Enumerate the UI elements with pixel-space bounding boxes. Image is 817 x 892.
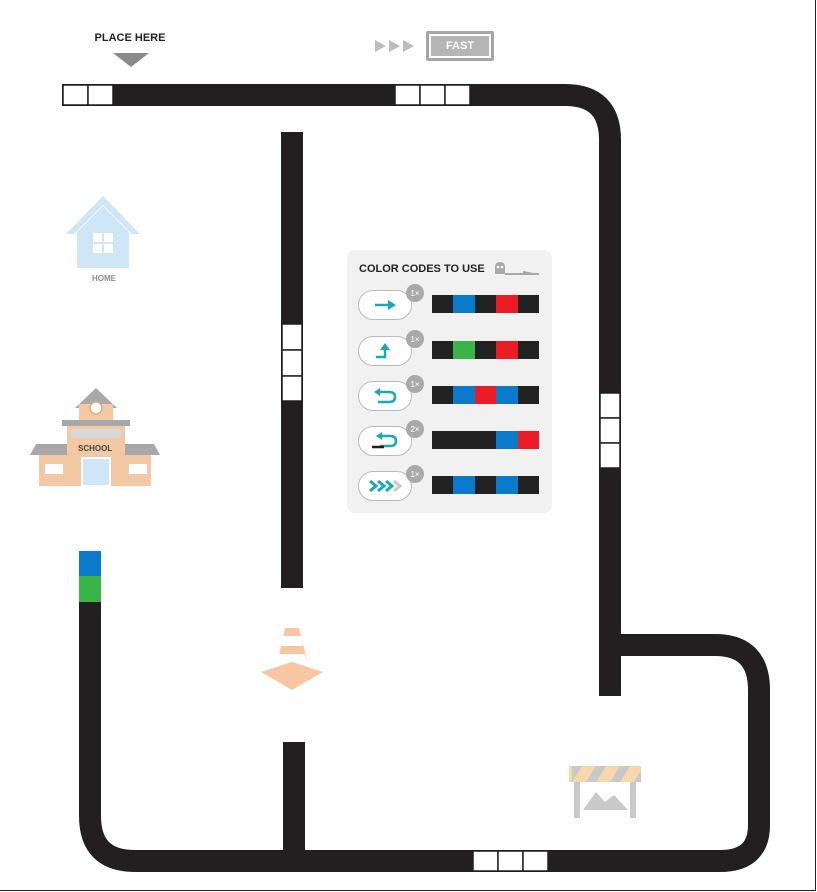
code-color-block — [474, 431, 497, 449]
code-color-block — [474, 386, 497, 404]
code-color-block — [432, 431, 454, 449]
color-code-strip — [432, 386, 540, 404]
code-color-block — [474, 476, 497, 494]
code-color-block — [496, 341, 518, 359]
code-color-block — [517, 431, 540, 449]
track-block — [444, 84, 471, 106]
place-here-arrow-icon — [113, 53, 149, 67]
count-badge: 1× — [406, 284, 424, 302]
color-code-strip — [432, 295, 540, 313]
color-codes-legend: COLOR CODES TO USE 1× 1× 1× 2× — [347, 250, 552, 513]
code-color-block — [453, 295, 475, 313]
arrow-right-icon[interactable] — [358, 290, 412, 320]
start-green-marker — [79, 576, 101, 602]
count-badge: 1× — [406, 375, 424, 393]
code-color-block — [474, 341, 497, 359]
fast-chevrons-icon — [375, 40, 414, 52]
start-blue-marker — [79, 551, 101, 576]
count-badge: 2× — [406, 420, 424, 438]
code-color-block — [496, 431, 518, 449]
count-badge: 1× — [406, 465, 424, 483]
track-block — [419, 84, 446, 106]
color-code-strip — [432, 431, 540, 449]
home-label: HOME — [92, 274, 116, 283]
legend-title: COLOR CODES TO USE — [359, 263, 485, 275]
code-color-block — [453, 386, 475, 404]
track-block — [281, 323, 303, 351]
code-color-block — [432, 341, 454, 359]
track-block — [394, 84, 421, 106]
track-block — [599, 392, 621, 419]
track-block — [62, 84, 89, 106]
track-main-loop — [62, 84, 621, 696]
u-turn-icon[interactable] — [358, 381, 412, 411]
code-color-block — [453, 431, 475, 449]
track-block — [497, 850, 524, 872]
legend-row[interactable]: 1× — [358, 375, 544, 411]
color-code-strip — [432, 341, 540, 359]
color-code-strip — [432, 476, 540, 494]
code-color-block — [517, 386, 540, 404]
track-block — [87, 84, 114, 106]
code-color-block — [517, 476, 540, 494]
track-side-loop — [79, 600, 770, 872]
track-block — [522, 850, 549, 872]
road-barrier-icon — [569, 766, 641, 818]
traffic-cone-icon — [261, 628, 323, 690]
code-color-block — [474, 295, 497, 313]
legend-row[interactable]: 1× — [358, 465, 544, 501]
robot-on-line-icon — [495, 262, 539, 275]
place-here-label: PLACE HERE — [94, 32, 166, 44]
track-block — [281, 349, 303, 377]
school-icon — [30, 388, 160, 487]
track-block — [281, 375, 303, 402]
track-block — [472, 850, 499, 872]
turn-right-icon[interactable] — [358, 336, 412, 366]
school-label: SCHOOL — [78, 444, 113, 453]
count-badge: 1× — [406, 330, 424, 348]
legend-row[interactable]: 1× — [358, 330, 544, 366]
code-color-block — [432, 476, 454, 494]
code-color-block — [496, 386, 518, 404]
legend-row[interactable]: 1× — [358, 284, 544, 320]
code-color-block — [432, 295, 454, 313]
home-icon — [66, 196, 140, 268]
code-color-block — [432, 386, 454, 404]
line-end-u-turn-icon[interactable] — [358, 426, 412, 456]
code-color-block — [453, 341, 475, 359]
code-color-block — [517, 341, 540, 359]
code-color-block — [517, 295, 540, 313]
code-color-block — [496, 295, 518, 313]
code-color-block — [496, 476, 518, 494]
fast-button[interactable]: FAST — [426, 31, 494, 61]
track-block — [599, 442, 621, 469]
code-color-block — [453, 476, 475, 494]
legend-row[interactable]: 2× — [358, 420, 544, 456]
turbo-icon[interactable] — [358, 471, 412, 501]
track-block — [599, 417, 621, 444]
